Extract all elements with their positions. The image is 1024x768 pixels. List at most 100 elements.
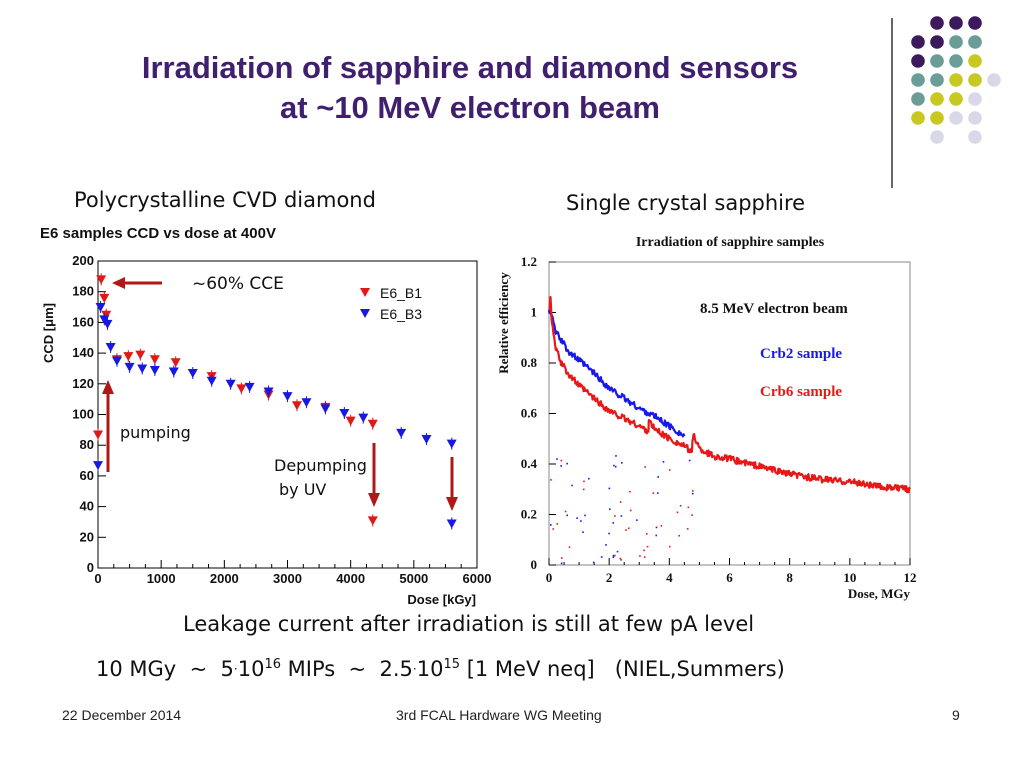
decorative-dot — [949, 16, 963, 30]
stray-point — [625, 529, 627, 531]
stray-point — [560, 459, 563, 462]
decorative-dot — [911, 35, 925, 49]
stray-point — [608, 487, 611, 490]
y-tick-label: 0 — [87, 560, 94, 575]
stray-point — [560, 557, 563, 559]
decorative-dot — [987, 73, 1001, 87]
stray-point — [662, 461, 665, 463]
series-line-crb6 — [548, 296, 911, 494]
y-tick-label: 100 — [72, 407, 94, 422]
decorative-dot — [930, 130, 944, 144]
decorative-dot — [911, 54, 925, 68]
stray-point — [614, 515, 616, 517]
stray-point — [550, 479, 552, 481]
x-tick-label: 12 — [904, 570, 917, 585]
stray-point — [646, 545, 649, 548]
stray-point — [686, 528, 689, 530]
data-point-e6-b3 — [102, 319, 113, 329]
series-label-crb6: Crb6 sample — [760, 384, 842, 400]
decorative-dot-grid — [911, 16, 1001, 144]
y-tick-label: 20 — [80, 529, 94, 544]
left-y-label: CCD [μm] — [41, 303, 56, 363]
x-tick-label: 6000 — [463, 571, 492, 586]
stray-point — [657, 476, 659, 478]
decorative-dot — [930, 54, 944, 68]
stray-point — [688, 459, 691, 462]
decorative-dot — [968, 54, 982, 68]
dose-eq-base-1: 10 — [237, 657, 265, 681]
data-point-e6-b3 — [95, 303, 106, 313]
stray-point — [566, 514, 569, 517]
data-point-e6-b1 — [345, 416, 356, 426]
stray-point — [560, 465, 562, 467]
stray-point — [612, 556, 615, 559]
data-point-e6-b1 — [367, 419, 378, 429]
stray-point — [678, 534, 681, 537]
data-point-e6-b3 — [149, 365, 160, 375]
stray-point — [566, 462, 568, 465]
y-tick-label: 120 — [72, 376, 94, 391]
stray-point — [691, 492, 694, 495]
data-point-e6-b1 — [123, 352, 134, 362]
decorative-dot — [949, 111, 963, 125]
footer-meeting: 3rd FCAL Hardware WG Meeting — [396, 707, 602, 723]
stray-point — [612, 554, 615, 557]
stray-point — [639, 555, 641, 557]
stray-point — [679, 504, 682, 507]
decorative-dot — [930, 73, 944, 87]
stray-point — [613, 464, 615, 467]
x-tick-label: 2000 — [210, 571, 239, 586]
left-caption: Polycrystalline CVD diamond — [74, 188, 376, 212]
beam-annotation: 8.5 MeV electron beam — [700, 301, 848, 317]
stray-point — [646, 533, 648, 535]
stray-point — [621, 462, 623, 464]
stray-point — [629, 509, 632, 512]
depumping-arrow-1-head — [368, 493, 380, 507]
stray-point — [576, 517, 578, 519]
series-label-crb2: Crb2 sample — [760, 346, 842, 362]
decorative-dot — [968, 92, 982, 106]
y-tick-label: 40 — [80, 499, 94, 514]
stray-point — [552, 528, 555, 530]
decorative-dot — [930, 16, 944, 30]
pumping-annotation: pumping — [120, 423, 191, 442]
x-tick-label: 0 — [546, 570, 553, 585]
stray-point — [656, 492, 659, 494]
dose-eq-part-1: 10 MGy ~ 5 — [96, 657, 234, 681]
data-point-e6-b3 — [320, 404, 331, 414]
pumping-arrow-head — [102, 380, 114, 394]
stray-point — [629, 490, 631, 493]
stray-point — [687, 506, 690, 509]
stray-point — [643, 556, 646, 558]
cce-arrow-head — [112, 277, 125, 289]
decorative-dot — [930, 35, 944, 49]
y-tick-label: 80 — [80, 437, 94, 452]
stray-point — [619, 557, 622, 560]
data-point-e6-b3 — [93, 461, 103, 471]
stray-point — [564, 510, 567, 513]
stray-point — [592, 561, 595, 564]
legend-label-e6-b3: E6_B3 — [380, 306, 422, 322]
right-chart-title: Irradiation of sapphire samples — [636, 235, 825, 250]
decorative-dot — [911, 92, 925, 106]
y-tick-label: 0.4 — [521, 456, 538, 471]
data-point-e6-b3 — [446, 519, 457, 529]
left-legend: E6_B1 E6_B3 — [360, 285, 422, 322]
data-point-e6-b1 — [206, 372, 217, 382]
stray-point — [692, 490, 694, 492]
stray-point — [584, 514, 586, 517]
decorative-dot — [968, 16, 982, 30]
right-caption: Single crystal sapphire — [566, 191, 806, 215]
data-point-e6-b3 — [358, 413, 369, 423]
stray-point — [636, 519, 638, 521]
decorative-dot — [949, 35, 963, 49]
data-point-e6-b1 — [263, 390, 274, 400]
dose-eq-part-2: MIPs ~ 2.5 — [280, 657, 413, 681]
stray-point — [568, 546, 571, 548]
y-tick-label: 1.2 — [521, 254, 537, 269]
dose-eq-exp-2: 15 — [443, 657, 461, 672]
decorative-dot — [930, 92, 944, 106]
data-point-e6-b3 — [263, 387, 274, 397]
divider-line — [891, 18, 893, 188]
dose-eq-dot-2: · — [412, 662, 417, 676]
